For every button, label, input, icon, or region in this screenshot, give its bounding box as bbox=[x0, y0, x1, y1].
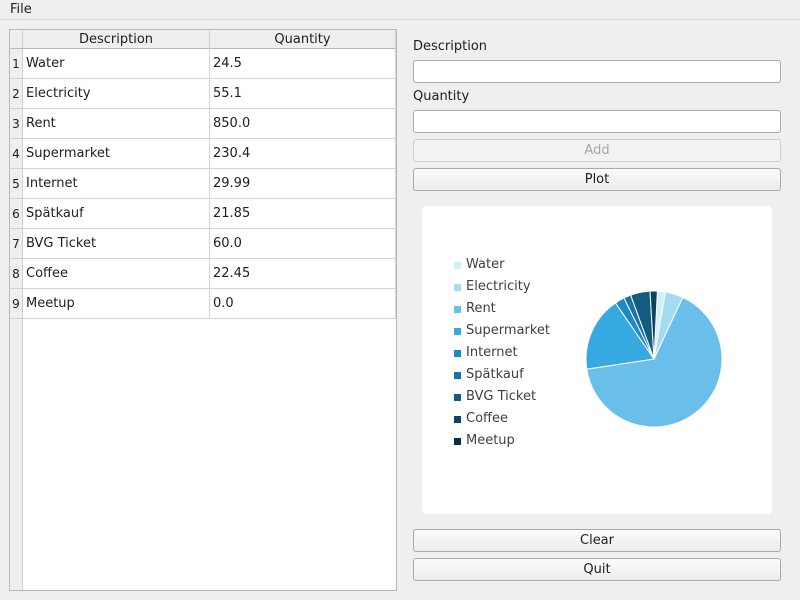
expenses-table[interactable]: Description Quantity 1 Water 24.5 2 Electric… bbox=[9, 29, 397, 591]
legend-label: Spätkauf bbox=[466, 367, 524, 382]
legend-label: Rent bbox=[466, 301, 496, 316]
quantity-cell[interactable]: 21.85 bbox=[210, 199, 396, 229]
row-header[interactable]: 1 bbox=[10, 49, 23, 79]
description-cell[interactable]: Internet bbox=[23, 169, 210, 199]
quantity-cell[interactable]: 230.4 bbox=[210, 139, 396, 169]
menu-bar: File bbox=[0, 0, 800, 20]
legend-swatch bbox=[454, 262, 461, 269]
plot-button[interactable]: Plot bbox=[413, 168, 781, 191]
legend-swatch bbox=[454, 438, 461, 445]
table-row[interactable]: 6 Spätkauf 21.85 bbox=[10, 199, 396, 229]
legend-label: Supermarket bbox=[466, 323, 550, 338]
quantity-input[interactable] bbox=[413, 110, 781, 133]
legend-label: Electricity bbox=[466, 279, 531, 294]
table-row[interactable]: 8 Coffee 22.45 bbox=[10, 259, 396, 289]
legend-entry: Electricity bbox=[452, 276, 550, 298]
legend-entry: Meetup bbox=[452, 430, 550, 452]
pie-slice-coffee bbox=[649, 290, 658, 360]
quantity-cell[interactable]: 29.99 bbox=[210, 169, 396, 199]
table-row[interactable]: 2 Electricity 55.1 bbox=[10, 79, 396, 109]
row-header[interactable]: 7 bbox=[10, 229, 23, 259]
legend-entry: Supermarket bbox=[452, 320, 550, 342]
menu-file[interactable]: File bbox=[10, 2, 32, 17]
description-input[interactable] bbox=[413, 60, 781, 83]
quantity-label: Quantity bbox=[413, 89, 470, 104]
legend-swatch bbox=[454, 372, 461, 379]
description-cell[interactable]: Spätkauf bbox=[23, 199, 210, 229]
table-row[interactable]: 5 Internet 29.99 bbox=[10, 169, 396, 199]
legend-entry: Internet bbox=[452, 342, 550, 364]
pie-chart-plot bbox=[585, 290, 723, 428]
row-header[interactable]: 3 bbox=[10, 109, 23, 139]
row-header[interactable]: 4 bbox=[10, 139, 23, 169]
column-header-description[interactable]: Description bbox=[23, 30, 210, 49]
row-header[interactable]: 2 bbox=[10, 79, 23, 109]
legend-label: BVG Ticket bbox=[466, 389, 537, 404]
legend-swatch bbox=[454, 416, 461, 423]
description-cell[interactable]: Supermarket bbox=[23, 139, 210, 169]
legend-label: Meetup bbox=[466, 433, 515, 448]
row-header[interactable]: 5 bbox=[10, 169, 23, 199]
legend-entry: Coffee bbox=[452, 408, 550, 430]
quantity-cell[interactable]: 22.45 bbox=[210, 259, 396, 289]
table-row[interactable]: 1 Water 24.5 bbox=[10, 49, 396, 79]
legend-swatch bbox=[454, 350, 461, 357]
quantity-cell[interactable]: 24.5 bbox=[210, 49, 396, 79]
quantity-cell[interactable]: 55.1 bbox=[210, 79, 396, 109]
description-cell[interactable]: Water bbox=[23, 49, 210, 79]
legend-entry: Spätkauf bbox=[452, 364, 550, 386]
pie-slice-rent bbox=[586, 296, 723, 428]
pie-slice-supermarket bbox=[585, 302, 655, 370]
table-row[interactable]: 7 BVG Ticket 60.0 bbox=[10, 229, 396, 259]
description-cell[interactable]: Electricity bbox=[23, 79, 210, 109]
legend-swatch bbox=[454, 328, 461, 335]
description-cell[interactable]: Rent bbox=[23, 109, 210, 139]
description-cell[interactable]: Meetup bbox=[23, 289, 210, 319]
legend-swatch bbox=[454, 394, 461, 401]
quantity-cell[interactable]: 0.0 bbox=[210, 289, 396, 319]
pie-chart: Water Electricity Rent Supermarket Internet S… bbox=[422, 206, 772, 514]
table-row[interactable]: 4 Supermarket 230.4 bbox=[10, 139, 396, 169]
table-body: 1 Water 24.5 2 Electricity 55.1 3 Rent 850.0 4 Sup… bbox=[10, 49, 396, 319]
legend-label: Coffee bbox=[466, 411, 508, 426]
quantity-cell[interactable]: 850.0 bbox=[210, 109, 396, 139]
legend-entry: BVG Ticket bbox=[452, 386, 550, 408]
description-label: Description bbox=[413, 39, 488, 54]
row-header[interactable]: 9 bbox=[10, 289, 23, 319]
column-header-quantity[interactable]: Quantity bbox=[210, 30, 396, 49]
quantity-cell[interactable]: 60.0 bbox=[210, 229, 396, 259]
legend-entry: Water bbox=[452, 254, 550, 276]
add-button[interactable]: Add bbox=[413, 139, 781, 162]
quit-button[interactable]: Quit bbox=[413, 558, 781, 581]
legend-entry: Rent bbox=[452, 298, 550, 320]
legend-label: Water bbox=[466, 257, 505, 272]
table-row[interactable]: 9 Meetup 0.0 bbox=[10, 289, 396, 319]
row-header[interactable]: 8 bbox=[10, 259, 23, 289]
row-header[interactable]: 6 bbox=[10, 199, 23, 229]
legend-label: Internet bbox=[466, 345, 518, 360]
legend-swatch bbox=[454, 284, 461, 291]
description-cell[interactable]: BVG Ticket bbox=[23, 229, 210, 259]
description-cell[interactable]: Coffee bbox=[23, 259, 210, 289]
chart-legend: Water Electricity Rent Supermarket Internet S… bbox=[452, 254, 550, 452]
table-corner-button[interactable] bbox=[10, 30, 23, 49]
clear-button[interactable]: Clear bbox=[413, 529, 781, 552]
table-row[interactable]: 3 Rent 850.0 bbox=[10, 109, 396, 139]
legend-swatch bbox=[454, 306, 461, 313]
